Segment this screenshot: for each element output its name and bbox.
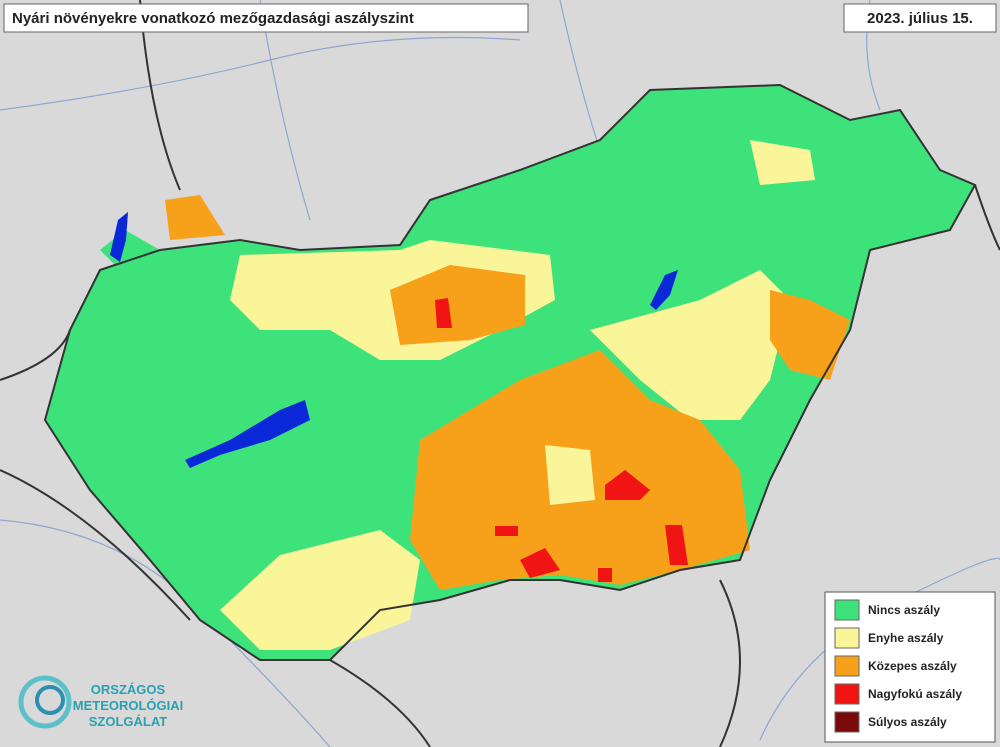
zone-severe [495, 526, 518, 536]
legend-swatch [834, 599, 860, 621]
logo-mark [35, 685, 65, 715]
logo-text: METEOROLÓGIAI [73, 698, 184, 713]
map-title: Nyári növényekre vonatkozó mezőgazdasági… [12, 10, 414, 27]
drought-zones [45, 85, 975, 660]
legend-swatch [834, 683, 860, 705]
logo-text: ORSZÁGOS [91, 682, 166, 697]
legend-label: Nagyfokú aszály [868, 687, 962, 701]
title-box [3, 3, 529, 33]
legend-swatch [834, 627, 860, 649]
zone-moderate [165, 195, 225, 240]
logo: ORSZÁGOS METEOROLÓGIAI SZOLGÁLAT [18, 675, 184, 729]
legend-label: Súlyos aszály [868, 715, 947, 729]
zone-severe [598, 568, 612, 582]
lake-balaton [185, 400, 310, 468]
lake-tisza [650, 270, 678, 310]
legend-label: Nincs aszály [868, 603, 940, 617]
zone-moderate [770, 290, 850, 380]
zone-mild [750, 140, 815, 185]
date-box [843, 3, 997, 33]
lake-ferto [110, 212, 128, 262]
zone-mild [590, 270, 790, 420]
zone-severe [520, 548, 560, 578]
legend-label: Közepes aszály [868, 659, 957, 673]
zone-severe [665, 525, 688, 565]
legend-label: Enyhe aszály [868, 631, 944, 645]
zone-severe [605, 470, 650, 500]
zone-moderate [390, 265, 525, 345]
zone-mild [545, 445, 595, 505]
legend: Nincs aszály Enyhe aszály Közepes aszály Na… [834, 599, 962, 733]
hungary-border [43, 83, 977, 661]
logo-text: SZOLGÁLAT [89, 714, 168, 729]
legend-swatch [834, 711, 860, 733]
zone-severe [435, 298, 452, 328]
legend-swatch [834, 655, 860, 677]
logo-mark [18, 675, 72, 729]
map-date: 2023. július 15. [867, 10, 973, 27]
